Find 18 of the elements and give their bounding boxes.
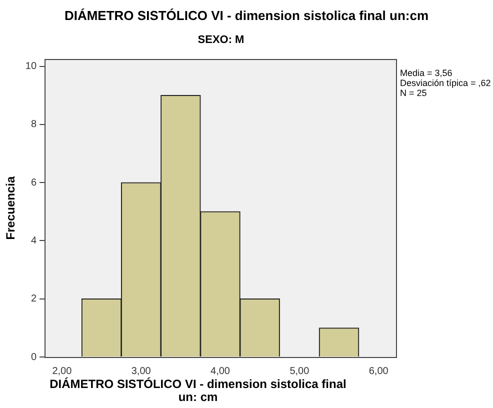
x-tick-label: 2,00 <box>52 366 72 377</box>
y-tick-label: 8 <box>30 119 37 130</box>
text: Media = 3,56 <box>400 68 454 78</box>
y-tick-label: 2 <box>30 294 37 305</box>
y-tick-label: 6 <box>30 177 37 188</box>
y-tick-label: 4 <box>30 235 37 246</box>
y-axis-title: Frecuencia <box>4 176 18 240</box>
x-tick-label: 6,00 <box>368 366 389 377</box>
y-tick-label: 0 <box>30 352 37 363</box>
x-tick-label: 5,00 <box>290 366 310 377</box>
chart-title: DIÁMETRO SISTÓLICO VI - dimension sistolica final un:cm <box>63 8 430 23</box>
x-axis-title: DIÁMETRO SISTÓLICO VI - dimension sistolica final un: cm <box>48 377 348 404</box>
chart-subtitle: SEXO: M <box>196 34 246 46</box>
x-tick-label: 4,00 <box>210 366 230 377</box>
text: N = 25 <box>400 88 428 98</box>
x-tick-label: 3,00 <box>131 366 152 377</box>
y-tick-label: 10 <box>25 61 37 72</box>
text: Desviación típica = ,62 <box>400 78 491 88</box>
